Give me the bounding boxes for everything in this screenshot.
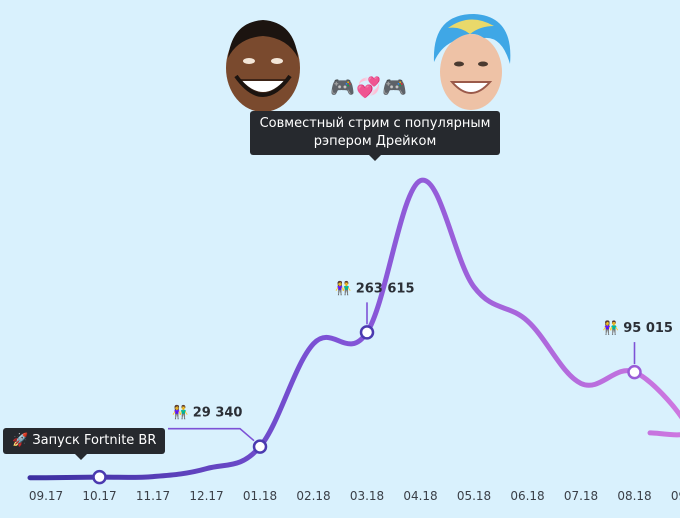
drake-face-icon (222, 14, 304, 114)
x-tick-label: 05.18 (457, 489, 491, 503)
ninja-face-icon (430, 12, 512, 112)
x-tick-label: 06.18 (510, 489, 544, 503)
gamepad-emoji-right: 🎮 (382, 75, 407, 99)
value-label: 👫 95 015 (603, 320, 673, 336)
data-point-marker (92, 469, 107, 485)
value-labels: 👫 29 340 👫 263 615 👫 95 015 (172, 280, 673, 420)
value-label: 👫 263 615 (335, 280, 415, 296)
hearts-emoji: 💞 (356, 75, 381, 99)
x-tick-label: 02.18 (296, 489, 330, 503)
x-tick-label: 09.18 (671, 489, 680, 503)
value-label: 👫 29 340 (172, 405, 242, 421)
x-axis-ticks: 09.17 10.17 11.17 12.17 01.18 02.18 03.18 04.18… (29, 489, 680, 503)
launch-tooltip: 🚀 Запуск Fortnite BR (3, 428, 166, 460)
x-tick-label: 03.18 (350, 489, 384, 503)
x-tick-label: 10.17 (82, 489, 116, 503)
callout-line (168, 427, 255, 442)
x-tick-label: 09.17 (29, 489, 63, 503)
x-tick-label: 11.17 (136, 489, 170, 503)
drake-stream-tooltip: Совместный стрим с популярным рэпером Др… (250, 111, 500, 161)
x-tick-label: 04.18 (403, 489, 437, 503)
x-tick-label: 01.18 (243, 489, 277, 503)
callout-lines (168, 302, 636, 442)
series-line (27, 178, 680, 481)
data-point-marker (252, 439, 268, 454)
gamepad-emoji-left: 🎮 (330, 75, 355, 99)
markers (92, 325, 642, 485)
x-tick-label: 08.18 (617, 489, 651, 503)
data-point-marker (627, 364, 642, 380)
data-point-marker (359, 325, 375, 340)
x-tick-label: 07.18 (564, 489, 598, 503)
x-tick-label: 12.17 (189, 489, 223, 503)
